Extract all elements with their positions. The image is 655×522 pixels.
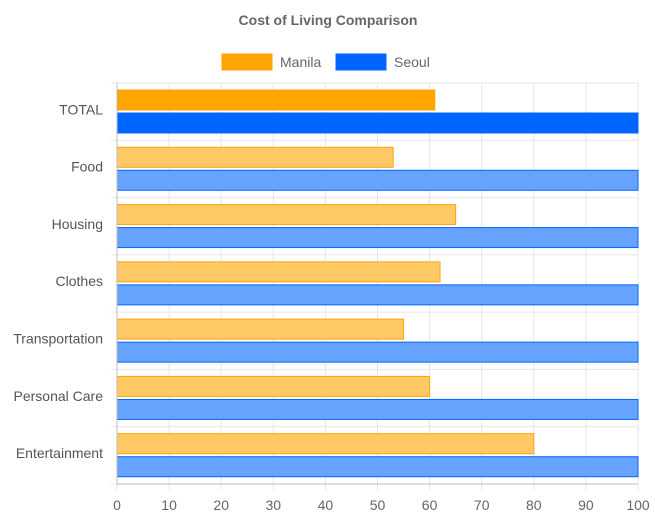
bar-seoul-total[interactable] — [116, 112, 639, 134]
bar-seoul-entertainment[interactable] — [116, 456, 639, 478]
legend-swatch — [221, 53, 273, 71]
bar-manila-entertainment[interactable] — [116, 433, 535, 455]
x-axis-ticks: 0 10 20 30 40 50 60 70 80 90 100 — [113, 497, 650, 513]
bar-manila-clothes[interactable] — [116, 261, 441, 283]
category-label: Clothes — [56, 273, 103, 289]
bar-manila-transportation[interactable] — [116, 318, 405, 340]
legend-item-manila[interactable]: Manila — [221, 53, 321, 71]
bar-manila-total[interactable] — [116, 89, 436, 111]
x-tick-label: 80 — [526, 497, 542, 513]
legend-item-seoul[interactable]: Seoul — [335, 53, 430, 71]
bar-manila-personal-care[interactable] — [116, 375, 431, 397]
bar-seoul-personal-care[interactable] — [116, 398, 639, 420]
x-tick-label: 60 — [422, 497, 438, 513]
bar-manila-housing[interactable] — [116, 204, 457, 226]
legend-label: Manila — [280, 54, 321, 70]
legend-label: Seoul — [394, 54, 430, 70]
x-tick-label: 30 — [266, 497, 282, 513]
bar-seoul-clothes[interactable] — [116, 284, 639, 306]
x-tick-label: 40 — [318, 497, 334, 513]
legend[interactable]: Manila Seoul — [221, 53, 430, 71]
bar-seoul-food[interactable] — [116, 169, 639, 191]
bars — [116, 89, 639, 478]
category-label: Food — [71, 159, 103, 175]
bar-seoul-transportation[interactable] — [116, 341, 639, 363]
x-tick-label: 100 — [626, 497, 650, 513]
x-tick-label: 10 — [161, 497, 177, 513]
bar-seoul-housing[interactable] — [116, 227, 639, 249]
axes — [116, 83, 638, 485]
category-label: Transportation — [13, 330, 103, 346]
category-labels: TOTAL Food Housing Clothes Transportation Per… — [13, 101, 103, 461]
bar-manila-food[interactable] — [116, 146, 394, 168]
legend-swatch — [335, 53, 387, 71]
category-label: Entertainment — [16, 445, 103, 461]
category-label: TOTAL — [59, 101, 103, 117]
category-label: Housing — [52, 216, 103, 232]
x-tick-label: 90 — [578, 497, 594, 513]
x-tick-label: 20 — [213, 497, 229, 513]
x-tick-label: 70 — [474, 497, 490, 513]
x-tick-label: 0 — [113, 497, 121, 513]
x-tick-label: 50 — [370, 497, 386, 513]
chart-title: Cost of Living Comparison — [239, 12, 418, 28]
category-label: Personal Care — [14, 388, 104, 404]
